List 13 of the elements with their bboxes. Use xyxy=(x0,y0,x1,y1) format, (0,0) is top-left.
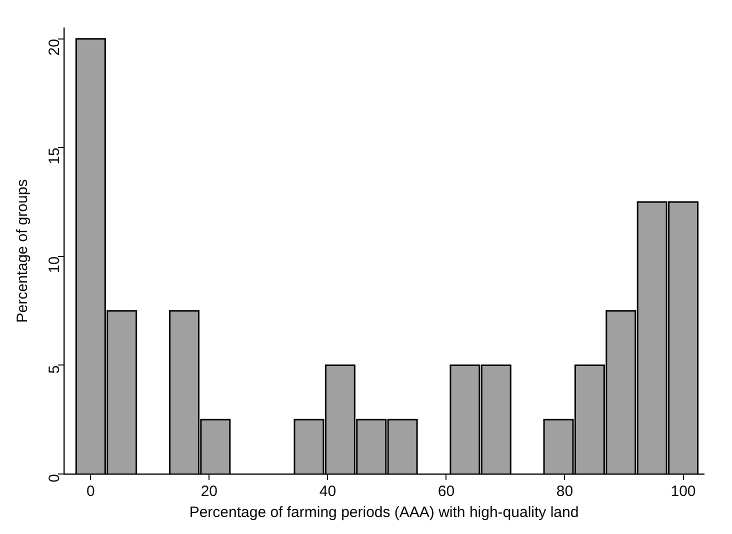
x-tick-label: 40 xyxy=(319,483,336,500)
y-tick-label: 10 xyxy=(46,256,64,274)
x-tick-label: 100 xyxy=(670,483,696,500)
x-axis-title: Percentage of farming periods (AAA) with high-quality land xyxy=(189,504,579,522)
x-tick-label: 20 xyxy=(200,483,218,500)
y-tick-label: 20 xyxy=(46,38,64,56)
y-axis-title: Percentage of groups xyxy=(14,179,32,323)
x-tick-label: 0 xyxy=(86,483,95,500)
y-tick-label: 0 xyxy=(46,474,64,482)
y-tick-label: 15 xyxy=(46,148,64,164)
x-tick-label: 60 xyxy=(438,483,455,500)
y-tick-label: 5 xyxy=(46,365,64,374)
x-tick-label: 80 xyxy=(556,483,574,500)
